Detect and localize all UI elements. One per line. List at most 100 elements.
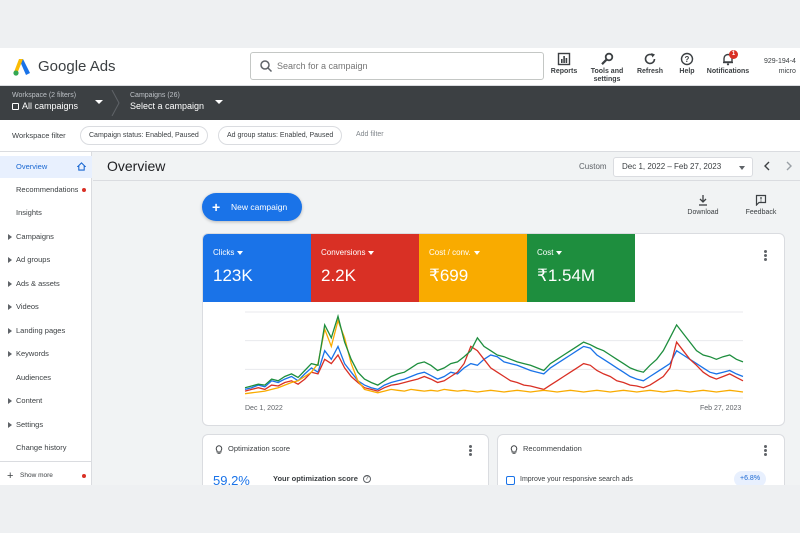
sidebar-item-keywords[interactable]: Keywords	[0, 343, 92, 365]
download-button[interactable]: Download	[685, 194, 721, 216]
feedback-button[interactable]: Feedback	[741, 194, 781, 216]
metric-label: Cost / conv.	[429, 248, 471, 257]
refresh-label: Refresh	[636, 68, 664, 75]
expand-arrow-icon	[8, 328, 12, 334]
expand-arrow-icon	[8, 422, 12, 428]
help-icon: ?	[680, 52, 694, 66]
top-bar: Google Ads Reports Tools and settings	[0, 48, 800, 86]
tools-settings-button[interactable]: Tools and settings	[588, 52, 626, 84]
download-icon	[699, 195, 707, 206]
alert-dot-icon	[82, 474, 86, 478]
ad-group-status-chip[interactable]: Ad group status: Enabled, Paused	[218, 126, 343, 145]
new-campaign-button[interactable]: + New campaign	[202, 193, 302, 221]
optimization-score-card[interactable]: Optimization score 59.2% Your optimizati…	[202, 434, 489, 485]
sidebar-item-audiences[interactable]: Audiences	[0, 367, 92, 389]
show-more-button[interactable]: + Show more	[0, 465, 92, 485]
download-label: Download	[687, 209, 719, 216]
workspace-value: All campaigns	[22, 101, 79, 111]
notification-badge: 1	[729, 50, 738, 59]
search-input[interactable]	[277, 57, 537, 75]
sidebar-item-settings[interactable]: Settings	[0, 414, 92, 436]
dropdown-arrow-icon	[473, 250, 480, 255]
metric-tile-clicks[interactable]: Clicks 123K	[203, 234, 311, 302]
previous-period-icon[interactable]	[761, 160, 773, 172]
sidebar-item-content[interactable]: Content	[0, 390, 92, 412]
series-line-cost	[244, 313, 744, 389]
account-info[interactable]: 929-194-4 micro	[764, 57, 796, 77]
metric-tile-cost[interactable]: Cost ₹1.54M	[527, 234, 635, 302]
sidebar-divider	[0, 461, 92, 462]
card-menu-icon[interactable]	[469, 445, 472, 456]
plus-icon: +	[7, 470, 14, 482]
expand-arrow-icon	[8, 281, 12, 287]
sidebar-item-label: Audiences	[16, 373, 52, 382]
feedback-icon	[755, 194, 767, 206]
sidebar-item-label: Insights	[16, 208, 42, 217]
series-line-conversions	[244, 340, 744, 392]
sidebar-item-label: Recommendations	[16, 185, 78, 194]
workspace-selector[interactable]: Workspace (2 filters) All campaigns	[12, 91, 78, 111]
notifications-label: Notifications	[706, 68, 750, 75]
card-menu-icon[interactable]	[764, 445, 767, 456]
recommendation-item[interactable]: Improve your responsive search ads	[520, 476, 633, 483]
notifications-button[interactable]: 1 Notifications	[706, 50, 750, 75]
help-button[interactable]: ? Help	[677, 52, 697, 75]
filter-bar: Workspace filter Campaign status: Enable…	[0, 120, 800, 152]
chart-menu-icon[interactable]	[764, 250, 767, 261]
plus-icon: +	[212, 199, 221, 215]
sidebar-item-campaigns[interactable]: Campaigns	[0, 226, 92, 248]
campaign-status-chip[interactable]: Campaign status: Enabled, Paused	[80, 126, 208, 145]
campaign-selector[interactable]: Campaigns (26) Select a campaign	[130, 91, 204, 111]
reports-button[interactable]: Reports	[549, 52, 579, 75]
recommendation-title: Recommendation	[523, 444, 582, 453]
search-icon	[260, 60, 273, 73]
sidebar-item-label: Landing pages	[16, 326, 66, 335]
metric-label: Clicks	[213, 248, 235, 257]
lightbulb-icon	[215, 444, 223, 454]
metric-value: 123K	[213, 266, 253, 285]
sidebar-item-label: Videos	[16, 302, 39, 311]
scope-bar: Workspace (2 filters) All campaigns Camp…	[0, 86, 800, 120]
sidebar-item-change-history[interactable]: Change history	[0, 437, 92, 459]
campaign-search[interactable]	[250, 52, 544, 80]
home-icon	[77, 162, 86, 171]
sidebar-item-insights[interactable]: Insights	[0, 202, 92, 224]
sidebar-item-label: Ad groups	[16, 255, 51, 264]
uplift-badge: +6.8%	[734, 471, 767, 485]
performance-line-chart	[244, 311, 744, 399]
show-more-label: Show more	[20, 472, 53, 479]
sidebar-item-recommendations[interactable]: Recommendations	[0, 179, 92, 201]
product-name: Google Ads	[38, 58, 116, 75]
info-icon[interactable]: ?	[362, 475, 371, 484]
title-divider	[93, 180, 800, 181]
metric-tile-cost-per-conversion[interactable]: Cost / conv. ₹699	[419, 234, 527, 302]
expand-arrow-icon	[8, 304, 12, 310]
workspace-label: Workspace (2 filters)	[12, 92, 77, 99]
ad-icon	[506, 476, 515, 485]
campaign-dropdown-icon[interactable]	[215, 100, 223, 104]
sidebar-item-label: Keywords	[16, 349, 49, 358]
next-period-icon[interactable]	[783, 160, 795, 172]
sidebar-item-ad-groups[interactable]: Ad groups	[0, 249, 92, 271]
svg-text:?: ?	[685, 55, 690, 64]
expand-arrow-icon	[8, 398, 12, 404]
help-label: Help	[679, 68, 695, 75]
metric-tile-conversions[interactable]: Conversions 2.2K	[311, 234, 419, 302]
sidebar-item-label: Campaigns	[16, 232, 54, 241]
add-filter-link[interactable]: Add filter	[356, 131, 384, 138]
sidebar-item-overview[interactable]: Overview	[0, 156, 92, 178]
sidebar-item-label: Ads & assets	[16, 279, 60, 288]
series-line-cost-conv	[244, 318, 744, 395]
optimization-score-value: 59.2%	[213, 473, 250, 485]
sidebar-item-ads-assets[interactable]: Ads & assets	[0, 273, 92, 295]
workspace-dropdown-icon[interactable]	[95, 100, 103, 104]
sidebar: Overview Recommendations Insights Campai…	[0, 152, 92, 485]
date-range-picker[interactable]: Dec 1, 2022 – Feb 27, 2023	[613, 157, 753, 177]
tools-settings-label: Tools and settings	[590, 68, 624, 83]
sidebar-item-landing-pages[interactable]: Landing pages	[0, 320, 92, 342]
refresh-button[interactable]: Refresh	[636, 52, 664, 75]
reports-label: Reports	[550, 68, 578, 75]
recommendation-card[interactable]: Recommendation Improve your responsive s…	[497, 434, 785, 485]
range-type-label: Custom	[579, 162, 607, 171]
sidebar-item-videos[interactable]: Videos	[0, 296, 92, 318]
